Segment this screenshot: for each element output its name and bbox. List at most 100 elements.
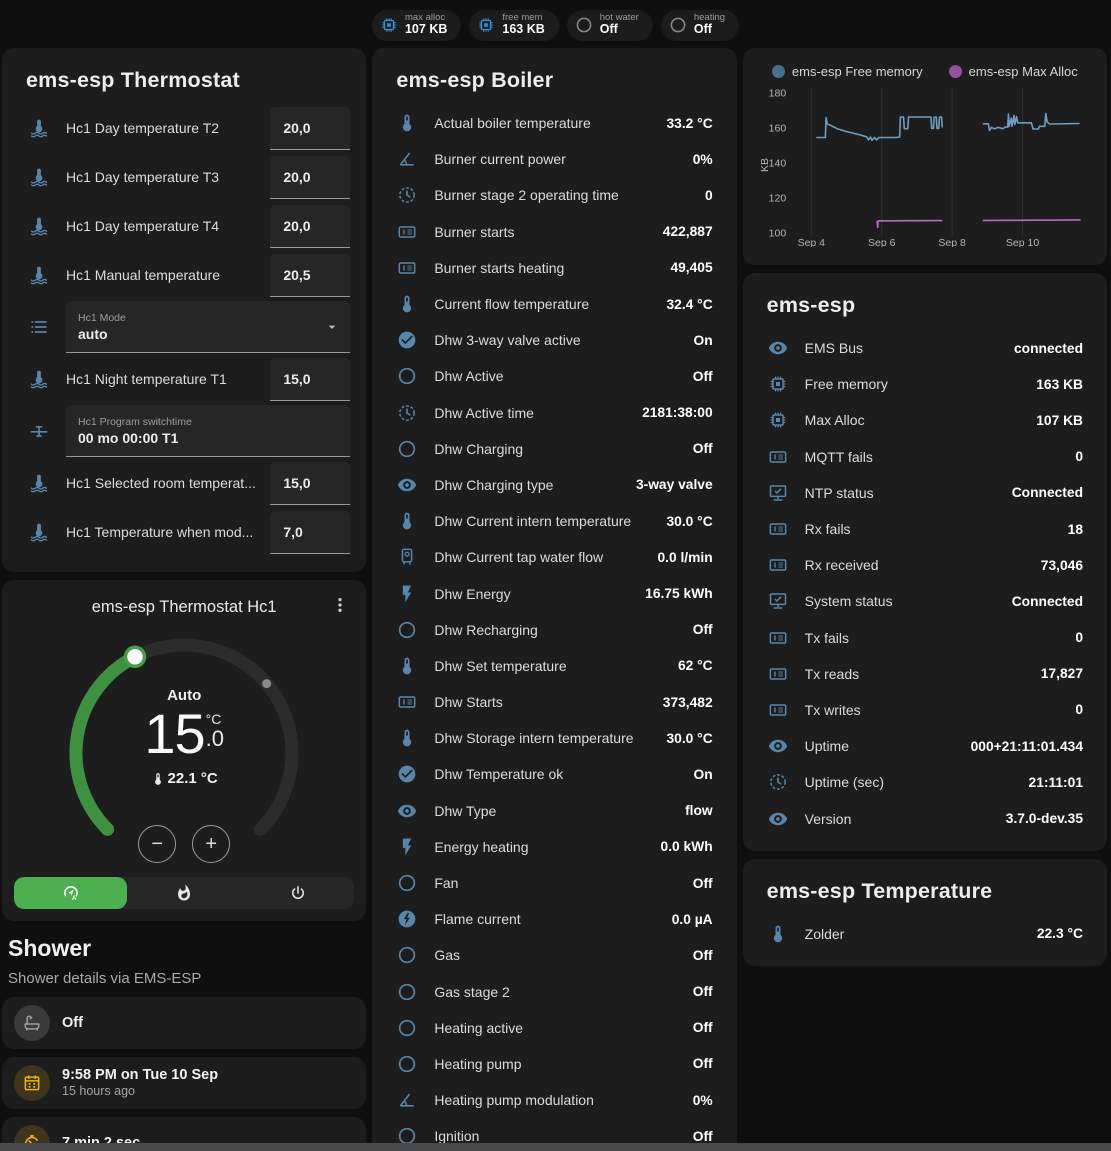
entity-row[interactable]: Dhw Current intern temperature 30.0 °C	[388, 503, 720, 539]
entity-value: Connected	[1011, 485, 1083, 501]
entity-value: 0	[704, 187, 713, 203]
number-input[interactable]: 20,0	[270, 106, 351, 150]
entity-name: Actual boiler temperature	[434, 115, 591, 132]
entity-row[interactable]: Rx received 73,046	[759, 547, 1091, 583]
entity-row[interactable]: Actual boiler temperature 33.2 °C	[388, 105, 720, 141]
number-input[interactable]: 15,0	[270, 461, 351, 505]
fire-icon	[173, 883, 195, 903]
circle-icon	[396, 1018, 418, 1038]
entity-row[interactable]: Version 3.7.0-dev.35	[759, 800, 1091, 836]
entity-row[interactable]: Hc1 Manual temperature 20,5 Hc1 Manual t…	[18, 252, 351, 298]
number-input[interactable]: 20,5	[270, 253, 351, 297]
current-temp-marker	[262, 679, 272, 689]
chevron-down-icon[interactable]	[324, 319, 340, 335]
legend-item[interactable]: ems-esp Free memory	[771, 64, 923, 79]
increase-temp-button[interactable]: +	[192, 825, 231, 863]
monitor-check-icon	[767, 483, 789, 503]
badge[interactable]: max alloc 107 KB	[371, 9, 462, 41]
entity-row[interactable]: Tx fails 0	[759, 620, 1091, 656]
number-input[interactable]: 20,0	[270, 155, 351, 199]
entity-row[interactable]: Burner starts 422,887	[388, 214, 720, 250]
temp-unit: °C	[205, 711, 222, 727]
entity-row[interactable]: Dhw Current tap water flow 0.0 l/min	[388, 539, 720, 575]
entity-row[interactable]: Uptime 000+21:11:01.434	[759, 728, 1091, 764]
entity-row[interactable]: Heating active Off	[388, 1010, 720, 1046]
entity-row[interactable]: Gas Off	[388, 937, 720, 973]
entity-row[interactable]: Dhw Active time 2181:38:00	[388, 395, 720, 431]
tile-card[interactable]: Off	[2, 997, 367, 1049]
badge-value: 163 KB	[502, 22, 545, 37]
badge[interactable]: hot water Off	[566, 9, 653, 41]
entity-value: 0%	[692, 151, 713, 167]
entity-row[interactable]: Hc1 Program switchtime 00 mo 00:00 T1 Hc…	[18, 405, 351, 457]
decrease-temp-button[interactable]: −	[138, 825, 177, 863]
entity-row[interactable]: Heating pump Off	[388, 1046, 720, 1082]
entity-row[interactable]: Heating pump modulation 0%	[388, 1082, 720, 1118]
entity-row[interactable]: Dhw Set temperature 62 °C	[388, 648, 720, 684]
entity-row[interactable]: Max Alloc 107 KB	[759, 402, 1091, 438]
entity-row[interactable]: Hc1 Temperature when mod... 7,0 Hc1 Temp…	[18, 509, 351, 555]
entity-row[interactable]: Uptime (sec) 21:11:01	[759, 764, 1091, 800]
svg-text:120: 120	[768, 193, 786, 205]
entity-name: Energy heating	[434, 838, 529, 855]
entity-row[interactable]: Burner current power 0%	[388, 141, 720, 177]
entity-row[interactable]: Dhw Type flow	[388, 793, 720, 829]
entity-row[interactable]: Hc1 Selected room temperat... 15,0 Hc1 S…	[18, 460, 351, 506]
field-input[interactable]: Hc1 Mode auto	[66, 301, 351, 353]
bottom-scroll-strip[interactable]	[0, 1143, 1111, 1151]
tile-card[interactable]: 9:58 PM on Tue 10 Sep 15 hours ago	[2, 1057, 367, 1109]
entity-row[interactable]: Dhw Starts 373,482	[388, 684, 720, 720]
entity-row[interactable]: Burner starts heating 49,405	[388, 250, 720, 286]
number-input[interactable]: 7,0	[270, 510, 351, 554]
entity-row[interactable]: Dhw Active Off	[388, 358, 720, 394]
entity-row[interactable]: Hc1 Mode auto Hc1 Mode auto	[18, 301, 351, 353]
hvac-mode-button[interactable]	[241, 877, 354, 909]
system-card: ems-esp EMS Bus connected Free memory 16…	[742, 273, 1107, 851]
monitor-check-icon	[767, 591, 789, 611]
dots-vertical-icon[interactable]	[328, 594, 352, 618]
number-input[interactable]: 20,0	[270, 204, 351, 248]
entity-row[interactable]: Energy heating 0.0 kWh	[388, 829, 720, 865]
entity-row[interactable]: Dhw 3-way valve active On	[388, 322, 720, 358]
entity-row[interactable]: EMS Bus connected	[759, 330, 1091, 366]
entity-row[interactable]: Dhw Energy 16.75 kWh	[388, 575, 720, 611]
circle-icon	[396, 982, 418, 1002]
memory-history-chart[interactable]: Sep 4 Sep 6 Sep 8 Sep 10 100 120 140 160 180 KB	[755, 85, 1095, 247]
badge[interactable]: free mem 163 KB	[469, 9, 559, 41]
badge[interactable]: heating Off	[660, 9, 740, 41]
entity-row[interactable]: Free memory 163 KB	[759, 366, 1091, 402]
entity-value: 2181:38:00	[642, 405, 713, 421]
entity-row[interactable]: Hc1 Day temperature T4 20,0 Hc1 Day temp…	[18, 203, 351, 249]
entity-row[interactable]: Hc1 Day temperature T2 20,0 Hc1 Day temp…	[18, 105, 351, 151]
entity-row[interactable]: Rx fails 18	[759, 511, 1091, 547]
entity-row[interactable]: Hc1 Day temperature T3 20,0 Hc1 Day temp…	[18, 154, 351, 200]
entity-row[interactable]: Flame current 0.0 µA	[388, 901, 720, 937]
entity-row[interactable]: Gas stage 2 Off	[388, 974, 720, 1010]
entity-row[interactable]: Dhw Temperature ok On	[388, 756, 720, 792]
entity-row[interactable]: Dhw Recharging Off	[388, 612, 720, 648]
thermostat-dial[interactable]: Auto 15 °C .0 22.1 °C − +	[61, 629, 307, 865]
entity-row[interactable]: Current flow temperature 32.4 °C	[388, 286, 720, 322]
chip-icon	[767, 374, 789, 394]
field-input[interactable]: Hc1 Program switchtime 00 mo 00:00 T1	[66, 405, 351, 457]
legend-dot-icon	[771, 65, 785, 78]
entity-row[interactable]: System status Connected	[759, 583, 1091, 619]
circle-icon	[396, 873, 418, 893]
hvac-mode-button[interactable]	[127, 877, 240, 909]
entity-row[interactable]: Dhw Storage intern temperature 30.0 °C	[388, 720, 720, 756]
entity-row[interactable]: Tx reads 17,827	[759, 656, 1091, 692]
entity-row[interactable]: Dhw Charging type 3-way valve	[388, 467, 720, 503]
entity-row[interactable]: Fan Off	[388, 865, 720, 901]
entity-row[interactable]: NTP status Connected	[759, 475, 1091, 511]
number-input[interactable]: 15,0	[270, 357, 351, 401]
legend-label: ems-esp Free memory	[791, 64, 923, 79]
entity-row[interactable]: Zolder 22.3 °C	[759, 916, 1091, 952]
entity-row[interactable]: Hc1 Night temperature T1 15,0 Hc1 Night …	[18, 356, 351, 402]
entity-row[interactable]: MQTT fails 0	[759, 439, 1091, 475]
entity-row[interactable]: Burner stage 2 operating time 0	[388, 177, 720, 213]
legend-item[interactable]: ems-esp Max Alloc	[948, 64, 1078, 79]
hvac-mode-button[interactable]: A	[14, 877, 128, 909]
angle-icon	[396, 149, 418, 169]
entity-row[interactable]: Dhw Charging Off	[388, 431, 720, 467]
entity-row[interactable]: Tx writes 0	[759, 692, 1091, 728]
